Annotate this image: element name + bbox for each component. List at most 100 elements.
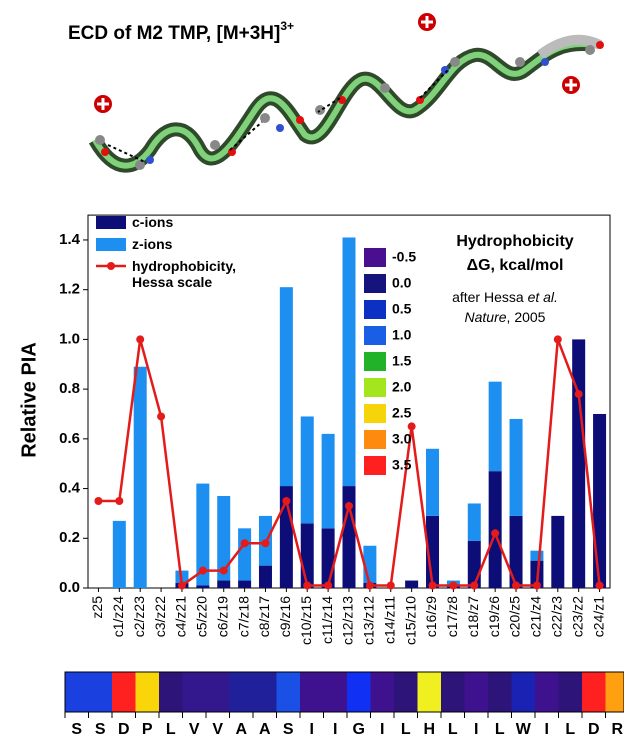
x-tick-label: c23/z2 xyxy=(569,596,585,637)
residue-label: S xyxy=(283,721,294,738)
residue-label: I xyxy=(333,721,337,738)
residue-label: L xyxy=(565,721,575,738)
strip-cell xyxy=(558,672,583,712)
line-marker xyxy=(595,581,604,590)
y-axis-title: Relative PIA xyxy=(18,342,40,458)
x-tick-label: c10/z15 xyxy=(298,596,314,645)
title-main: ECD of M2 TMP, [M+3H] xyxy=(68,23,280,44)
y-tick-label: 0.6 xyxy=(59,430,80,447)
color-key-label: 3.0 xyxy=(392,431,412,447)
line-marker xyxy=(303,581,312,590)
x-tick-label: c2/z23 xyxy=(131,596,147,637)
x-tick-label: c7/z18 xyxy=(235,596,251,637)
x-tick-label: c16/z9 xyxy=(423,596,439,637)
strip-cell xyxy=(441,672,465,712)
line-marker xyxy=(428,581,437,590)
color-key-swatch xyxy=(364,404,386,423)
x-tick-label: c20/z5 xyxy=(507,596,523,637)
line-marker xyxy=(532,581,541,590)
strip-cell xyxy=(488,672,512,712)
residue-label: R xyxy=(611,721,623,738)
residue-label: D xyxy=(118,721,130,738)
residue-label: L xyxy=(495,721,505,738)
x-tick-label: c14/z11 xyxy=(381,596,397,644)
bar xyxy=(467,503,481,541)
legend-swatch xyxy=(96,216,126,229)
strip-cell xyxy=(582,672,606,712)
residue-label: H xyxy=(423,721,435,738)
strip-cell xyxy=(229,672,254,712)
line-marker xyxy=(282,496,291,505)
residue-label: L xyxy=(448,721,458,738)
residue-label: S xyxy=(95,721,106,738)
legend-label: c-ions xyxy=(132,214,174,230)
bar xyxy=(238,528,252,581)
line-marker xyxy=(94,496,103,505)
line-marker xyxy=(261,539,270,548)
strip-cell xyxy=(65,672,89,712)
bar xyxy=(321,528,335,588)
residue-label: V xyxy=(189,721,200,738)
strip-cell xyxy=(206,672,230,712)
bar xyxy=(593,413,607,588)
color-key-label: 0.5 xyxy=(392,301,412,317)
y-tick-label: 1.2 xyxy=(59,281,80,298)
bar xyxy=(342,486,356,588)
bar xyxy=(217,580,231,588)
x-tick-label: c22/z3 xyxy=(549,596,565,637)
residue-label: S xyxy=(71,721,82,738)
bar xyxy=(426,448,440,516)
x-tick-label: c3/z22 xyxy=(152,596,168,637)
x-tick-label: c18/z7 xyxy=(465,596,481,637)
color-key-title: Hydrophobicity xyxy=(456,233,573,250)
residue-label: I xyxy=(545,721,549,738)
line-marker xyxy=(574,390,583,399)
bar xyxy=(238,580,252,588)
helix-illustration xyxy=(88,11,604,173)
bar xyxy=(509,418,523,516)
bar xyxy=(509,515,523,588)
y-tick-label: 0.4 xyxy=(59,480,81,497)
citation-part: Nature xyxy=(465,309,507,325)
strip-cell xyxy=(323,672,348,712)
line-marker xyxy=(553,335,562,344)
bar xyxy=(467,540,481,588)
color-key-swatch xyxy=(364,248,386,267)
citation: Nature, 2005 xyxy=(465,309,546,325)
strip-cell xyxy=(135,672,160,712)
bar xyxy=(572,339,586,588)
citation-part: et al. xyxy=(528,289,558,305)
residue-label: I xyxy=(474,721,478,738)
title-superscript: 3+ xyxy=(280,19,294,33)
line-marker xyxy=(407,422,416,431)
citation-part: after Hessa xyxy=(452,289,527,305)
color-key-swatch xyxy=(364,274,386,293)
x-tick-label: c13/z12 xyxy=(361,596,377,645)
legend-label: hydrophobicity, Hessa scale xyxy=(132,258,236,290)
y-tick-label: 0.0 xyxy=(59,579,80,596)
line-marker xyxy=(345,501,353,510)
line-marker xyxy=(177,581,186,590)
x-tick-label: c21/z4 xyxy=(528,596,544,637)
line-marker xyxy=(491,529,500,538)
bar xyxy=(196,585,210,588)
residue-label: D xyxy=(588,721,600,738)
strip-cell xyxy=(511,672,536,712)
line-marker xyxy=(198,566,207,575)
x-tick-label: c19/z6 xyxy=(486,596,502,637)
color-key-swatch xyxy=(364,456,386,475)
line-marker xyxy=(386,581,395,590)
strip-cell xyxy=(182,672,207,712)
strip-cell xyxy=(159,672,183,712)
strip-cell xyxy=(300,672,324,712)
line-marker xyxy=(115,496,124,505)
strip-cell xyxy=(88,672,113,712)
residue-label: I xyxy=(380,721,384,738)
line-marker xyxy=(365,581,374,590)
bar xyxy=(321,433,335,529)
color-key-label: 3.5 xyxy=(392,457,412,473)
color-key-title: ΔG, kcal/mol xyxy=(467,257,564,274)
x-tick-label: c11/z14 xyxy=(319,596,335,644)
residue-label: W xyxy=(516,721,532,738)
